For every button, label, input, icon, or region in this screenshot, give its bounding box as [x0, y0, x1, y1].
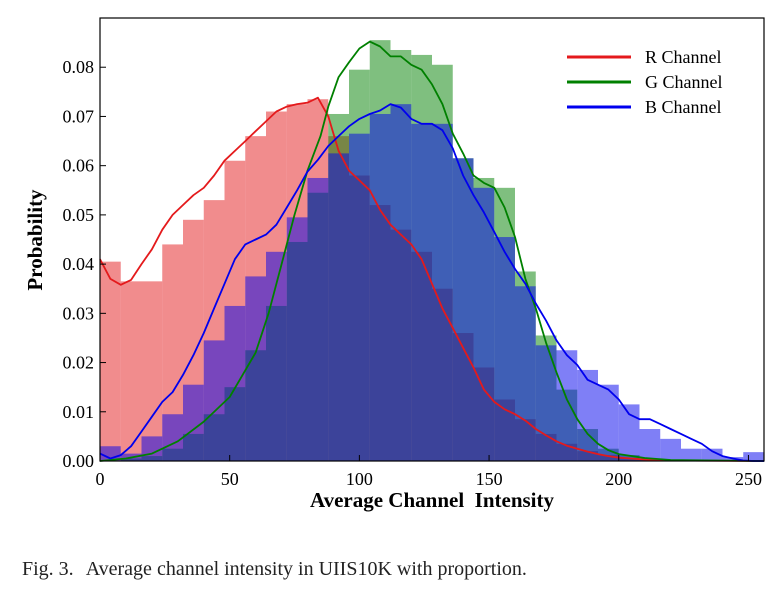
x-tick-label: 250	[735, 469, 762, 489]
plot-frame	[99, 17, 765, 462]
b-channel-bar	[639, 429, 661, 461]
r-channel-density-line	[99, 96, 765, 462]
r-channel-bar	[162, 244, 183, 461]
r-channel-bar	[141, 281, 163, 461]
r-channel-bar	[100, 261, 121, 461]
b-channel-bar	[183, 384, 204, 461]
b-channel-bar	[743, 452, 764, 461]
x-tick-label: 100	[346, 469, 373, 489]
y-tick-label: 0.02	[63, 353, 95, 373]
x-axis-label: Average Channel Intensity	[310, 488, 555, 512]
b-channel-bar	[307, 177, 329, 461]
x-tick-label: 150	[476, 469, 503, 489]
density-curves	[99, 40, 765, 462]
legend-b-label: B Channel	[645, 97, 722, 117]
y-tick-label: 0.03	[63, 303, 95, 323]
b-channel-bar	[494, 237, 515, 461]
x-tick-label: 50	[221, 469, 239, 489]
x-tick-label: 0	[96, 469, 105, 489]
y-tick-label: 0.05	[63, 205, 95, 225]
y-tick-label: 0.04	[63, 254, 95, 274]
b-channel-bar	[162, 414, 183, 461]
b-channel-bar	[411, 123, 432, 462]
b-channel-bar	[369, 113, 391, 461]
b-channel-bar	[349, 133, 370, 461]
b-channel-bar	[452, 158, 474, 462]
b-channel-bar	[618, 404, 640, 461]
b-channel-bar	[203, 340, 225, 461]
histogram-chart: 0 50 100 150 200 250 0.00 0.01 0.02 0.03 0.04 0.05…	[23, 17, 765, 512]
b-channel-bar	[390, 104, 412, 461]
x-axis-ticks: 0 50 100 150 200 250	[96, 455, 762, 489]
r-channel-bar	[120, 281, 142, 461]
b-channel-bar	[681, 448, 702, 461]
figure-caption: Fig. 3. Average channel intensity in UIIS…	[22, 558, 527, 581]
y-tick-label: 0.07	[63, 106, 95, 126]
caption-label: Fig. 3.	[22, 558, 74, 580]
b-channel-bar	[141, 436, 163, 461]
b-channel-bar	[598, 384, 619, 461]
y-tick-label: 0.00	[63, 451, 95, 471]
legend-g-label: G Channel	[645, 72, 722, 92]
b-channel-bar	[473, 187, 495, 462]
y-axis-ticks: 0.00 0.01 0.02 0.03 0.04 0.05 0.06 0.07 0.08	[63, 57, 106, 471]
legend: R Channel G Channel B Channel	[559, 39, 747, 125]
b-channel-histogram	[100, 104, 764, 462]
b-channel-bar	[328, 153, 349, 461]
b-channel-bar	[432, 123, 453, 462]
b-channel-bar	[515, 286, 536, 461]
legend-r-label: R Channel	[645, 47, 722, 67]
y-tick-label: 0.06	[63, 156, 95, 176]
b-channel-bar	[556, 350, 578, 461]
b-channel-bar	[660, 438, 681, 461]
b-channel-bar	[701, 448, 723, 461]
b-channel-density-line	[99, 103, 764, 462]
y-tick-label: 0.08	[63, 57, 95, 77]
b-channel-bar	[245, 276, 266, 461]
g-channel-density-line	[99, 40, 765, 462]
b-channel-bar	[286, 217, 308, 461]
y-axis-label: Probability	[23, 189, 47, 291]
caption-text: Average channel intensity in UIIS10K wit…	[85, 558, 527, 580]
b-channel-bar	[224, 305, 246, 461]
x-tick-label: 200	[605, 469, 632, 489]
y-tick-label: 0.01	[63, 402, 95, 422]
